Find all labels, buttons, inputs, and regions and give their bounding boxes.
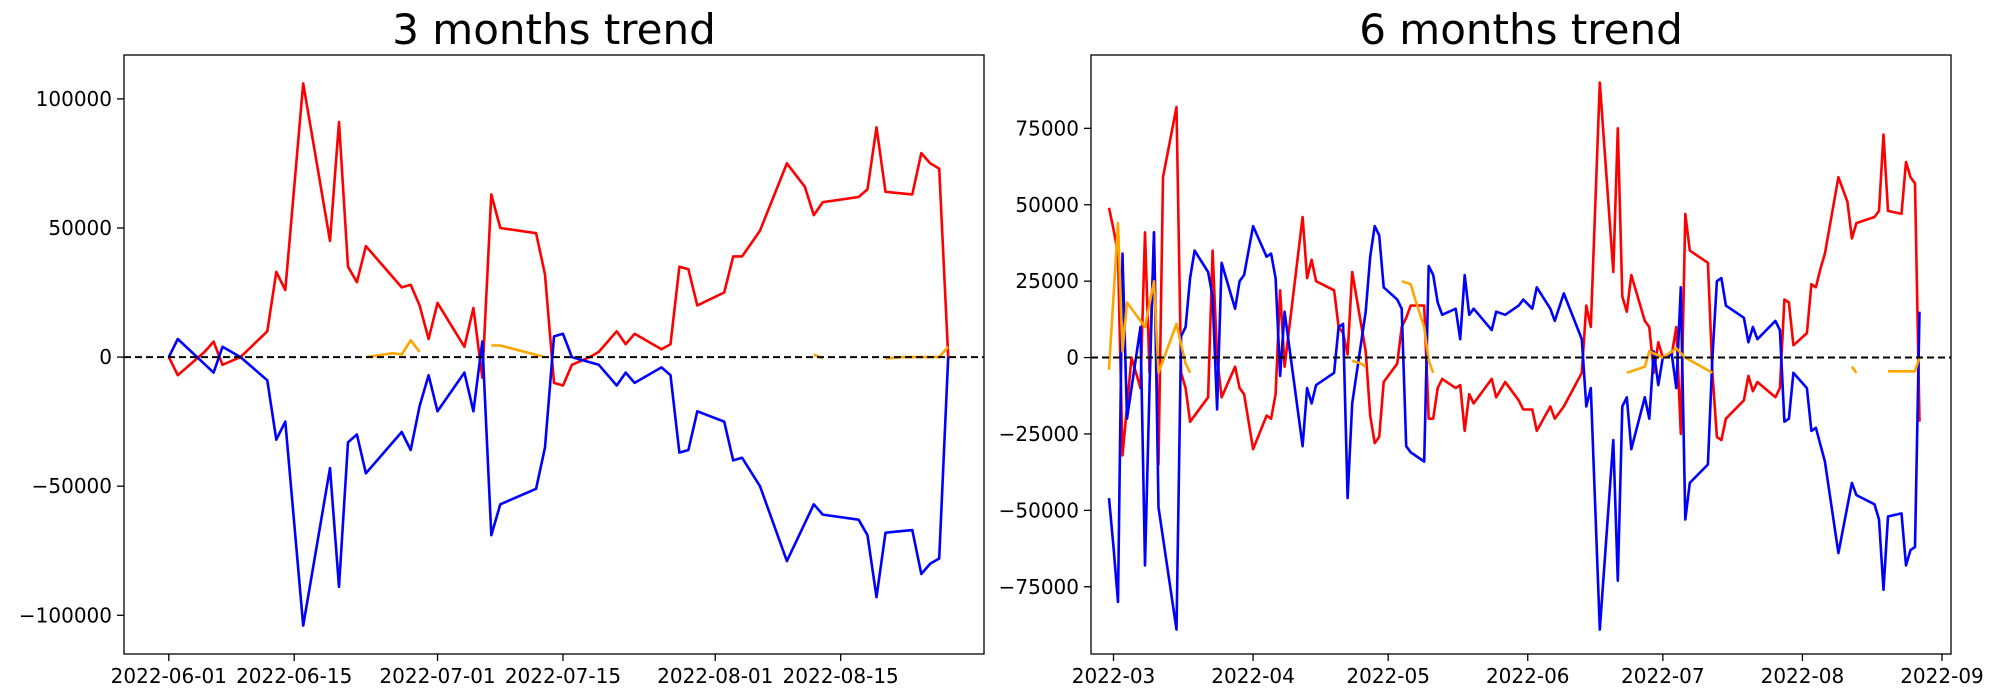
y-tick-label: 0 bbox=[99, 345, 112, 369]
y-tick-label: 75000 bbox=[1015, 116, 1079, 140]
y-tick-label: −100000 bbox=[19, 603, 112, 627]
chart-panel-6-months: 6 months trend −75000 −50000 −25000 0 25000 50… bbox=[999, 5, 1984, 688]
x-tick-label: 2022-07-15 bbox=[505, 664, 621, 688]
x-tick-label: 2022-06 bbox=[1486, 664, 1570, 688]
chart-panel-3-months: 3 months trend −100000 −50000 0 50000 100000 2… bbox=[19, 5, 985, 688]
x-tick-label: 2022-06-01 bbox=[111, 664, 227, 688]
y-tick-label: −50000 bbox=[999, 498, 1079, 522]
y-tick-label: −25000 bbox=[999, 422, 1079, 446]
y-tick-label: 100000 bbox=[36, 87, 112, 111]
series-line bbox=[1888, 357, 1921, 373]
y-tick-label: 50000 bbox=[1015, 193, 1079, 217]
x-tick-label: 2022-07-01 bbox=[379, 664, 495, 688]
plot-area bbox=[124, 82, 984, 627]
series-line bbox=[167, 332, 950, 627]
series-line bbox=[1626, 347, 1714, 375]
axes-frame bbox=[1090, 54, 1952, 655]
plot-area bbox=[1091, 81, 1951, 631]
series-line bbox=[491, 344, 546, 359]
y-tick-label: −50000 bbox=[32, 474, 112, 498]
series-line bbox=[1351, 359, 1367, 368]
x-tick-label: 2022-05 bbox=[1346, 664, 1430, 688]
x-tick-label: 2022-08-15 bbox=[783, 664, 899, 688]
series-line bbox=[1107, 221, 1192, 375]
x-tick-label: 2022-07 bbox=[1621, 664, 1705, 688]
x-tick-label: 2022-09 bbox=[1900, 664, 1984, 688]
x-tick-label: 2022-08 bbox=[1761, 664, 1845, 688]
series-line bbox=[1850, 365, 1858, 374]
series-line bbox=[1107, 224, 1921, 631]
x-tick-label: 2022-06-15 bbox=[236, 664, 352, 688]
chart-title: 6 months trend bbox=[1359, 5, 1683, 54]
chart-title: 3 months trend bbox=[392, 5, 716, 54]
series-line bbox=[1401, 279, 1435, 374]
axes-frame bbox=[123, 54, 985, 655]
x-tick-label: 2022-04 bbox=[1211, 664, 1295, 688]
y-tick-label: 50000 bbox=[48, 216, 112, 240]
y-tick-label: 25000 bbox=[1015, 269, 1079, 293]
y-tick-label: 0 bbox=[1066, 346, 1079, 370]
y-tick-label: −75000 bbox=[999, 575, 1079, 599]
series-line bbox=[1107, 81, 1921, 466]
series-line bbox=[365, 339, 421, 359]
x-tick-label: 2022-03 bbox=[1072, 664, 1156, 688]
series-line bbox=[167, 82, 950, 387]
x-tick-label: 2022-08-01 bbox=[657, 664, 773, 688]
